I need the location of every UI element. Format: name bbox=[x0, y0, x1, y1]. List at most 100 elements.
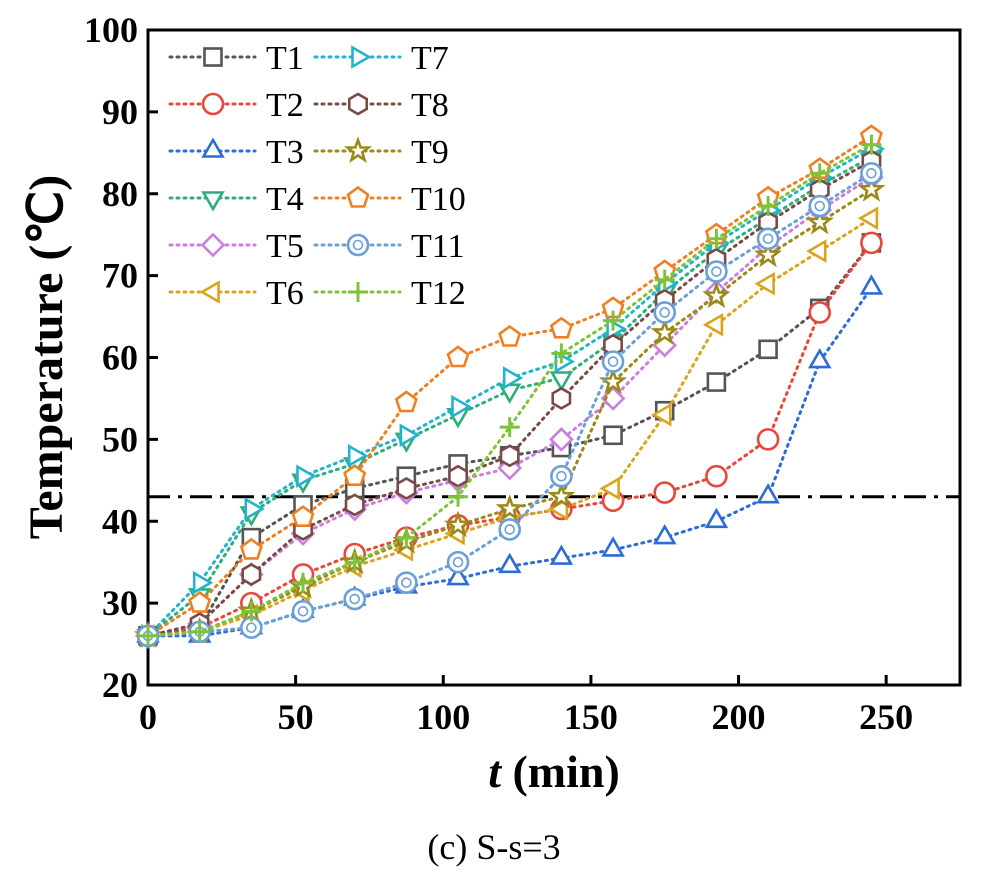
data-point-t7 bbox=[502, 366, 524, 390]
y-tick-label: 40 bbox=[102, 501, 138, 541]
legend-item-t10: T10 bbox=[313, 181, 466, 218]
data-point-t10 bbox=[291, 505, 315, 528]
data-point-t7 bbox=[399, 423, 421, 448]
data-point-t11 bbox=[395, 571, 418, 594]
data-point-t11 bbox=[343, 587, 366, 611]
legend-label: T10 bbox=[411, 181, 466, 218]
data-point-t12 bbox=[654, 269, 675, 290]
data-point-t12 bbox=[499, 417, 520, 438]
series-line-t6 bbox=[146, 216, 873, 638]
data-point-t12 bbox=[448, 486, 469, 507]
legend-marker bbox=[201, 191, 225, 212]
legend-label: T1 bbox=[266, 40, 304, 77]
legend-marker bbox=[203, 47, 223, 67]
data-point-t12 bbox=[189, 621, 210, 642]
y-tick-label: 20 bbox=[102, 665, 138, 705]
data-point-t1 bbox=[706, 372, 727, 392]
series-layer bbox=[133, 124, 886, 650]
data-point-t9 bbox=[547, 481, 576, 509]
data-point-t1 bbox=[758, 339, 778, 360]
data-point-t11 bbox=[446, 550, 470, 574]
legend-marker bbox=[348, 282, 368, 302]
legend-label: T2 bbox=[266, 87, 304, 124]
data-point-t3 bbox=[549, 544, 574, 565]
data-point-t2 bbox=[653, 481, 677, 504]
data-point-t9 bbox=[650, 318, 679, 345]
y-tick-label: 30 bbox=[102, 583, 138, 623]
data-point-t4 bbox=[549, 371, 574, 392]
legend-item-t11: T11 bbox=[313, 228, 465, 265]
legend-marker bbox=[200, 232, 226, 258]
data-point-t9 bbox=[443, 510, 473, 538]
legend-marker bbox=[351, 45, 372, 69]
data-point-t3 bbox=[756, 483, 780, 504]
x-axis-title: t (min) bbox=[488, 746, 620, 797]
data-point-t10 bbox=[498, 324, 522, 347]
data-point-t10 bbox=[188, 590, 212, 613]
legend-label: T12 bbox=[411, 275, 466, 312]
legend-label: T11 bbox=[411, 228, 465, 265]
data-point-t3 bbox=[601, 536, 625, 557]
data-point-t11 bbox=[860, 161, 883, 185]
series-t11 bbox=[136, 161, 883, 648]
x-axis-title-variable: t bbox=[488, 746, 502, 797]
data-point-t6 bbox=[806, 239, 827, 263]
data-point-t3 bbox=[807, 348, 832, 369]
legend-label: T5 bbox=[266, 228, 304, 265]
data-point-t10 bbox=[446, 345, 470, 368]
data-point-t12 bbox=[551, 343, 572, 364]
data-point-t12 bbox=[603, 310, 624, 331]
legend-marker bbox=[201, 137, 225, 158]
data-point-t8 bbox=[448, 464, 469, 488]
data-point-t12 bbox=[706, 228, 727, 249]
data-point-t7 bbox=[192, 570, 214, 595]
data-point-t11 bbox=[498, 518, 522, 541]
series-line-t11 bbox=[146, 171, 873, 638]
x-tick-label: 0 bbox=[139, 697, 157, 737]
data-point-t11 bbox=[240, 616, 263, 639]
x-tick-label: 200 bbox=[712, 697, 766, 737]
y-tick-label: 80 bbox=[102, 174, 138, 214]
data-point-t2 bbox=[705, 464, 728, 488]
legend-marker bbox=[343, 136, 373, 164]
data-point-t8 bbox=[396, 476, 417, 501]
plot-frame bbox=[146, 28, 962, 687]
legend-item-t8: T8 bbox=[313, 87, 449, 124]
data-point-t7 bbox=[244, 497, 265, 521]
x-tick-label: 50 bbox=[278, 697, 314, 737]
data-point-t2 bbox=[860, 231, 883, 255]
data-point-t9 bbox=[702, 281, 731, 309]
data-point-t1 bbox=[603, 425, 623, 446]
y-tick-label: 70 bbox=[102, 256, 138, 296]
figure-caption: (c) S-s=3 bbox=[427, 827, 561, 867]
legend-item-t12: T12 bbox=[313, 275, 466, 312]
axes-layer: 0 50 100 150 200 250 20 30 40 50 60 70 80 90 100 bbox=[84, 10, 913, 737]
data-point-t10 bbox=[343, 464, 367, 487]
data-point-t12 bbox=[758, 196, 779, 217]
y-tick-label: 100 bbox=[84, 10, 138, 50]
data-point-t3 bbox=[859, 274, 884, 295]
data-point-t9 bbox=[753, 240, 783, 268]
legend-item-t6: T6 bbox=[168, 275, 304, 312]
legend-item-t9: T9 bbox=[313, 134, 449, 171]
data-point-t11 bbox=[705, 260, 728, 283]
legend-marker bbox=[346, 233, 370, 257]
data-point-t7 bbox=[347, 443, 369, 468]
legend-item-t5: T5 bbox=[168, 228, 304, 265]
data-point-t12 bbox=[138, 625, 158, 646]
legend-item-t2: T2 bbox=[168, 87, 304, 124]
data-point-t3 bbox=[446, 565, 470, 586]
legend-label: T6 bbox=[266, 275, 304, 312]
data-point-t7 bbox=[296, 464, 317, 488]
legend-item-t3: T3 bbox=[168, 134, 304, 171]
data-point-t8 bbox=[499, 444, 520, 468]
data-point-t3 bbox=[497, 552, 522, 574]
y-axis-title: Temperature (℃) bbox=[20, 175, 73, 540]
data-point-t10 bbox=[549, 316, 573, 339]
x-axis-title-unit: (min) bbox=[501, 746, 620, 797]
data-point-t3 bbox=[652, 524, 677, 545]
data-point-t9 bbox=[805, 207, 834, 235]
data-point-t6 bbox=[651, 403, 672, 427]
data-point-t2 bbox=[808, 301, 832, 324]
y-tick-label: 50 bbox=[102, 419, 138, 459]
